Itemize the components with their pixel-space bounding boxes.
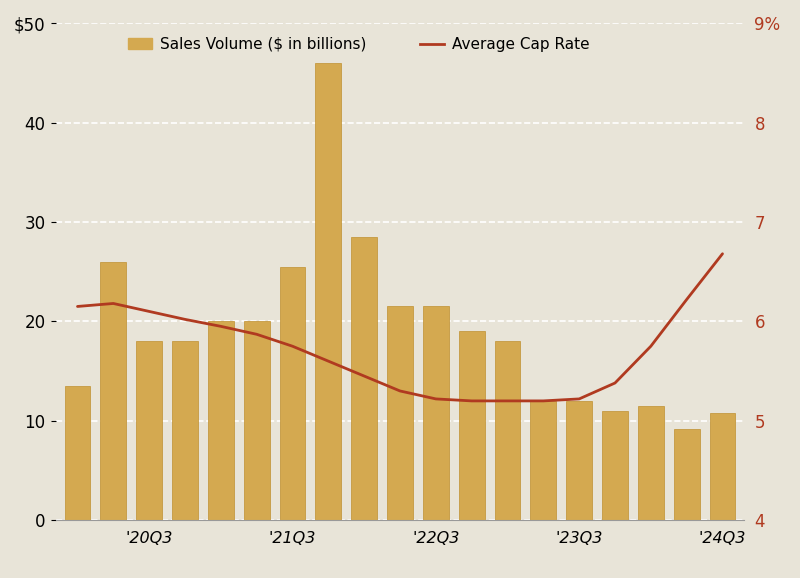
Bar (280, 266, 306, 520)
Bar (423, 306, 449, 520)
Bar (136, 341, 162, 520)
Bar (315, 63, 342, 520)
Bar (65, 386, 90, 520)
Bar (244, 321, 270, 520)
Legend: Sales Volume ($ in billions), Average Cap Rate: Sales Volume ($ in billions), Average Ca… (122, 31, 596, 58)
Bar (208, 321, 234, 520)
Bar (530, 401, 556, 520)
Bar (638, 406, 664, 520)
Bar (674, 429, 699, 520)
Bar (494, 341, 521, 520)
Bar (172, 341, 198, 520)
Bar (710, 413, 735, 520)
Bar (566, 401, 592, 520)
Bar (101, 262, 126, 520)
Bar (351, 237, 377, 520)
Bar (458, 331, 485, 520)
Bar (387, 306, 413, 520)
Bar (602, 411, 628, 520)
